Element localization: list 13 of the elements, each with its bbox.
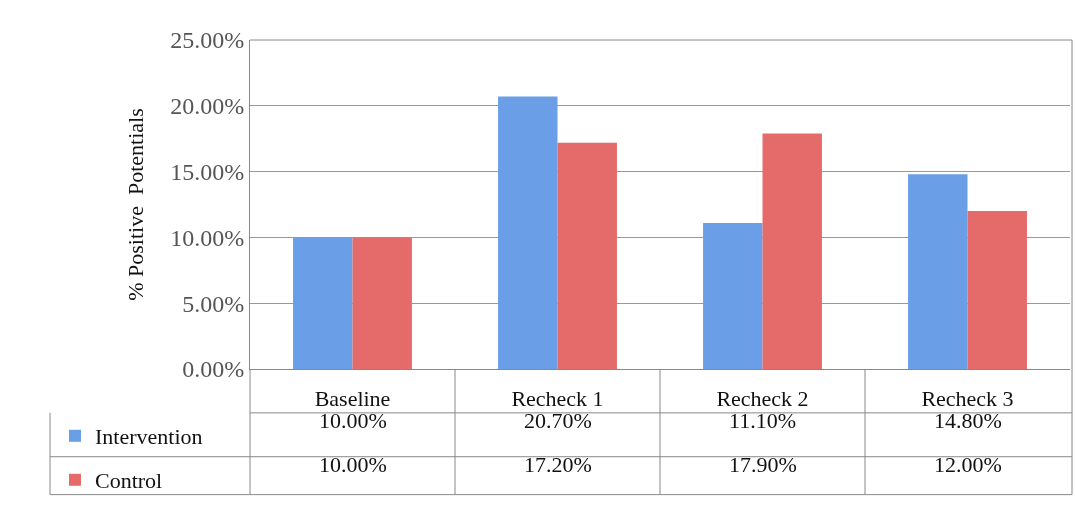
data-label: 12.00% xyxy=(934,452,1002,477)
data-label: 10.00% xyxy=(319,452,387,477)
y-tick-label: 20.00% xyxy=(170,93,245,120)
y-tick-label: 25.00% xyxy=(170,27,245,54)
legend-label: Intervention xyxy=(95,424,203,450)
y-tick-label: 5.00% xyxy=(182,290,245,317)
y-tick-label: 10.00% xyxy=(170,224,245,251)
y-tick-label: 0.00% xyxy=(182,356,245,383)
data-label: 17.90% xyxy=(729,452,797,477)
data-label: 17.20% xyxy=(524,452,592,477)
y-axis-title: % Positive Potentials xyxy=(123,108,148,301)
y-tick-label: 15.00% xyxy=(170,159,245,185)
legend-label: Control xyxy=(95,468,163,494)
